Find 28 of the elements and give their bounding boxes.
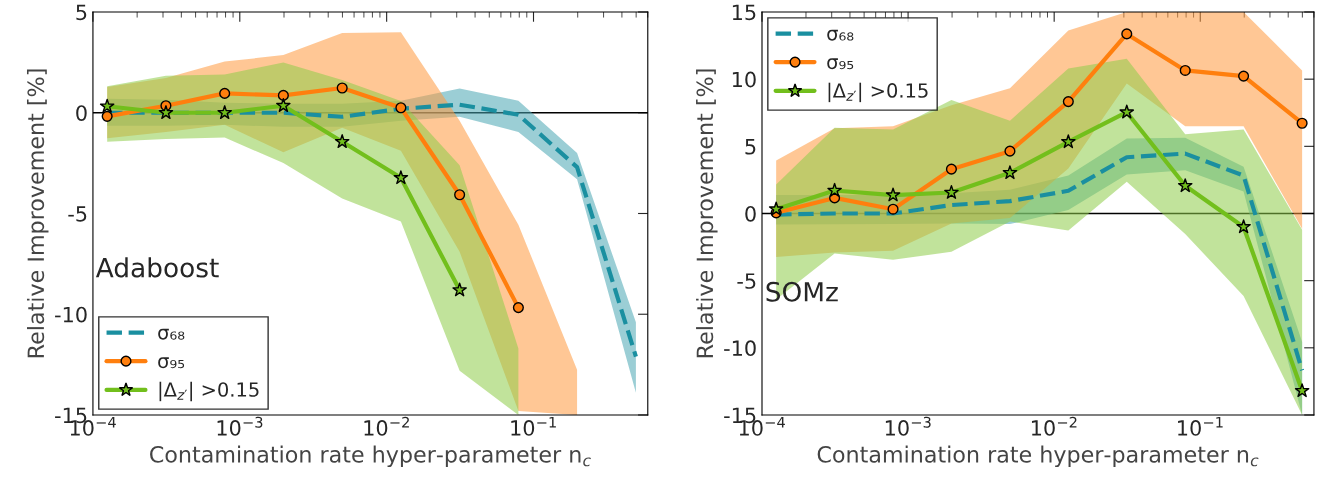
legend-label: |Δ$_{z′}$| >0.15 bbox=[828, 82, 928, 103]
legend-label: σ₆₈ bbox=[158, 328, 185, 340]
y-tick-label: -10 bbox=[724, 340, 756, 357]
legend-label: σ₆₈ bbox=[827, 29, 854, 41]
x-tick-label: 10$^{−1}$ bbox=[1178, 416, 1223, 436]
y-tick-label: 10 bbox=[732, 71, 756, 88]
legend-label: |Δ$_{z′}$| >0.15 bbox=[159, 381, 259, 402]
y-tick-label: -10 bbox=[55, 306, 87, 323]
annotation: Adaboost bbox=[95, 257, 219, 278]
x-axis-title: Contamination rate hyper-parameter n$_{c}$ bbox=[817, 445, 1259, 468]
legend-label: σ₉₅ bbox=[158, 357, 185, 369]
legend-label: σ₉₅ bbox=[827, 58, 854, 70]
x-tick-label: 10$^{−2}$ bbox=[1031, 416, 1077, 436]
x-tick-label: 10$^{−1}$ bbox=[511, 416, 556, 436]
y-tick-label: -5 bbox=[737, 273, 756, 289]
y-tick-label: 15 bbox=[732, 4, 756, 21]
x-tick-label: 10$^{−2}$ bbox=[364, 416, 409, 436]
y-tick-label: 5 bbox=[76, 4, 87, 21]
y-axis-title: Relative Improvement [%] bbox=[696, 69, 718, 358]
annotation: SOMz bbox=[766, 281, 838, 302]
x-axis-title: Contamination rate hyper-parameter n$_{c}$ bbox=[150, 445, 591, 468]
y-tick-label: -5 bbox=[68, 206, 87, 222]
y-tick-label: 5 bbox=[745, 139, 756, 155]
y-tick-label: 0 bbox=[745, 205, 756, 222]
y-tick-label: 0 bbox=[76, 105, 87, 121]
y-axis-title: Relative Improvement [%] bbox=[26, 69, 49, 358]
x-tick-label: 10$^{−3}$ bbox=[885, 416, 931, 436]
x-tick-label: 10$^{−3}$ bbox=[217, 416, 263, 436]
